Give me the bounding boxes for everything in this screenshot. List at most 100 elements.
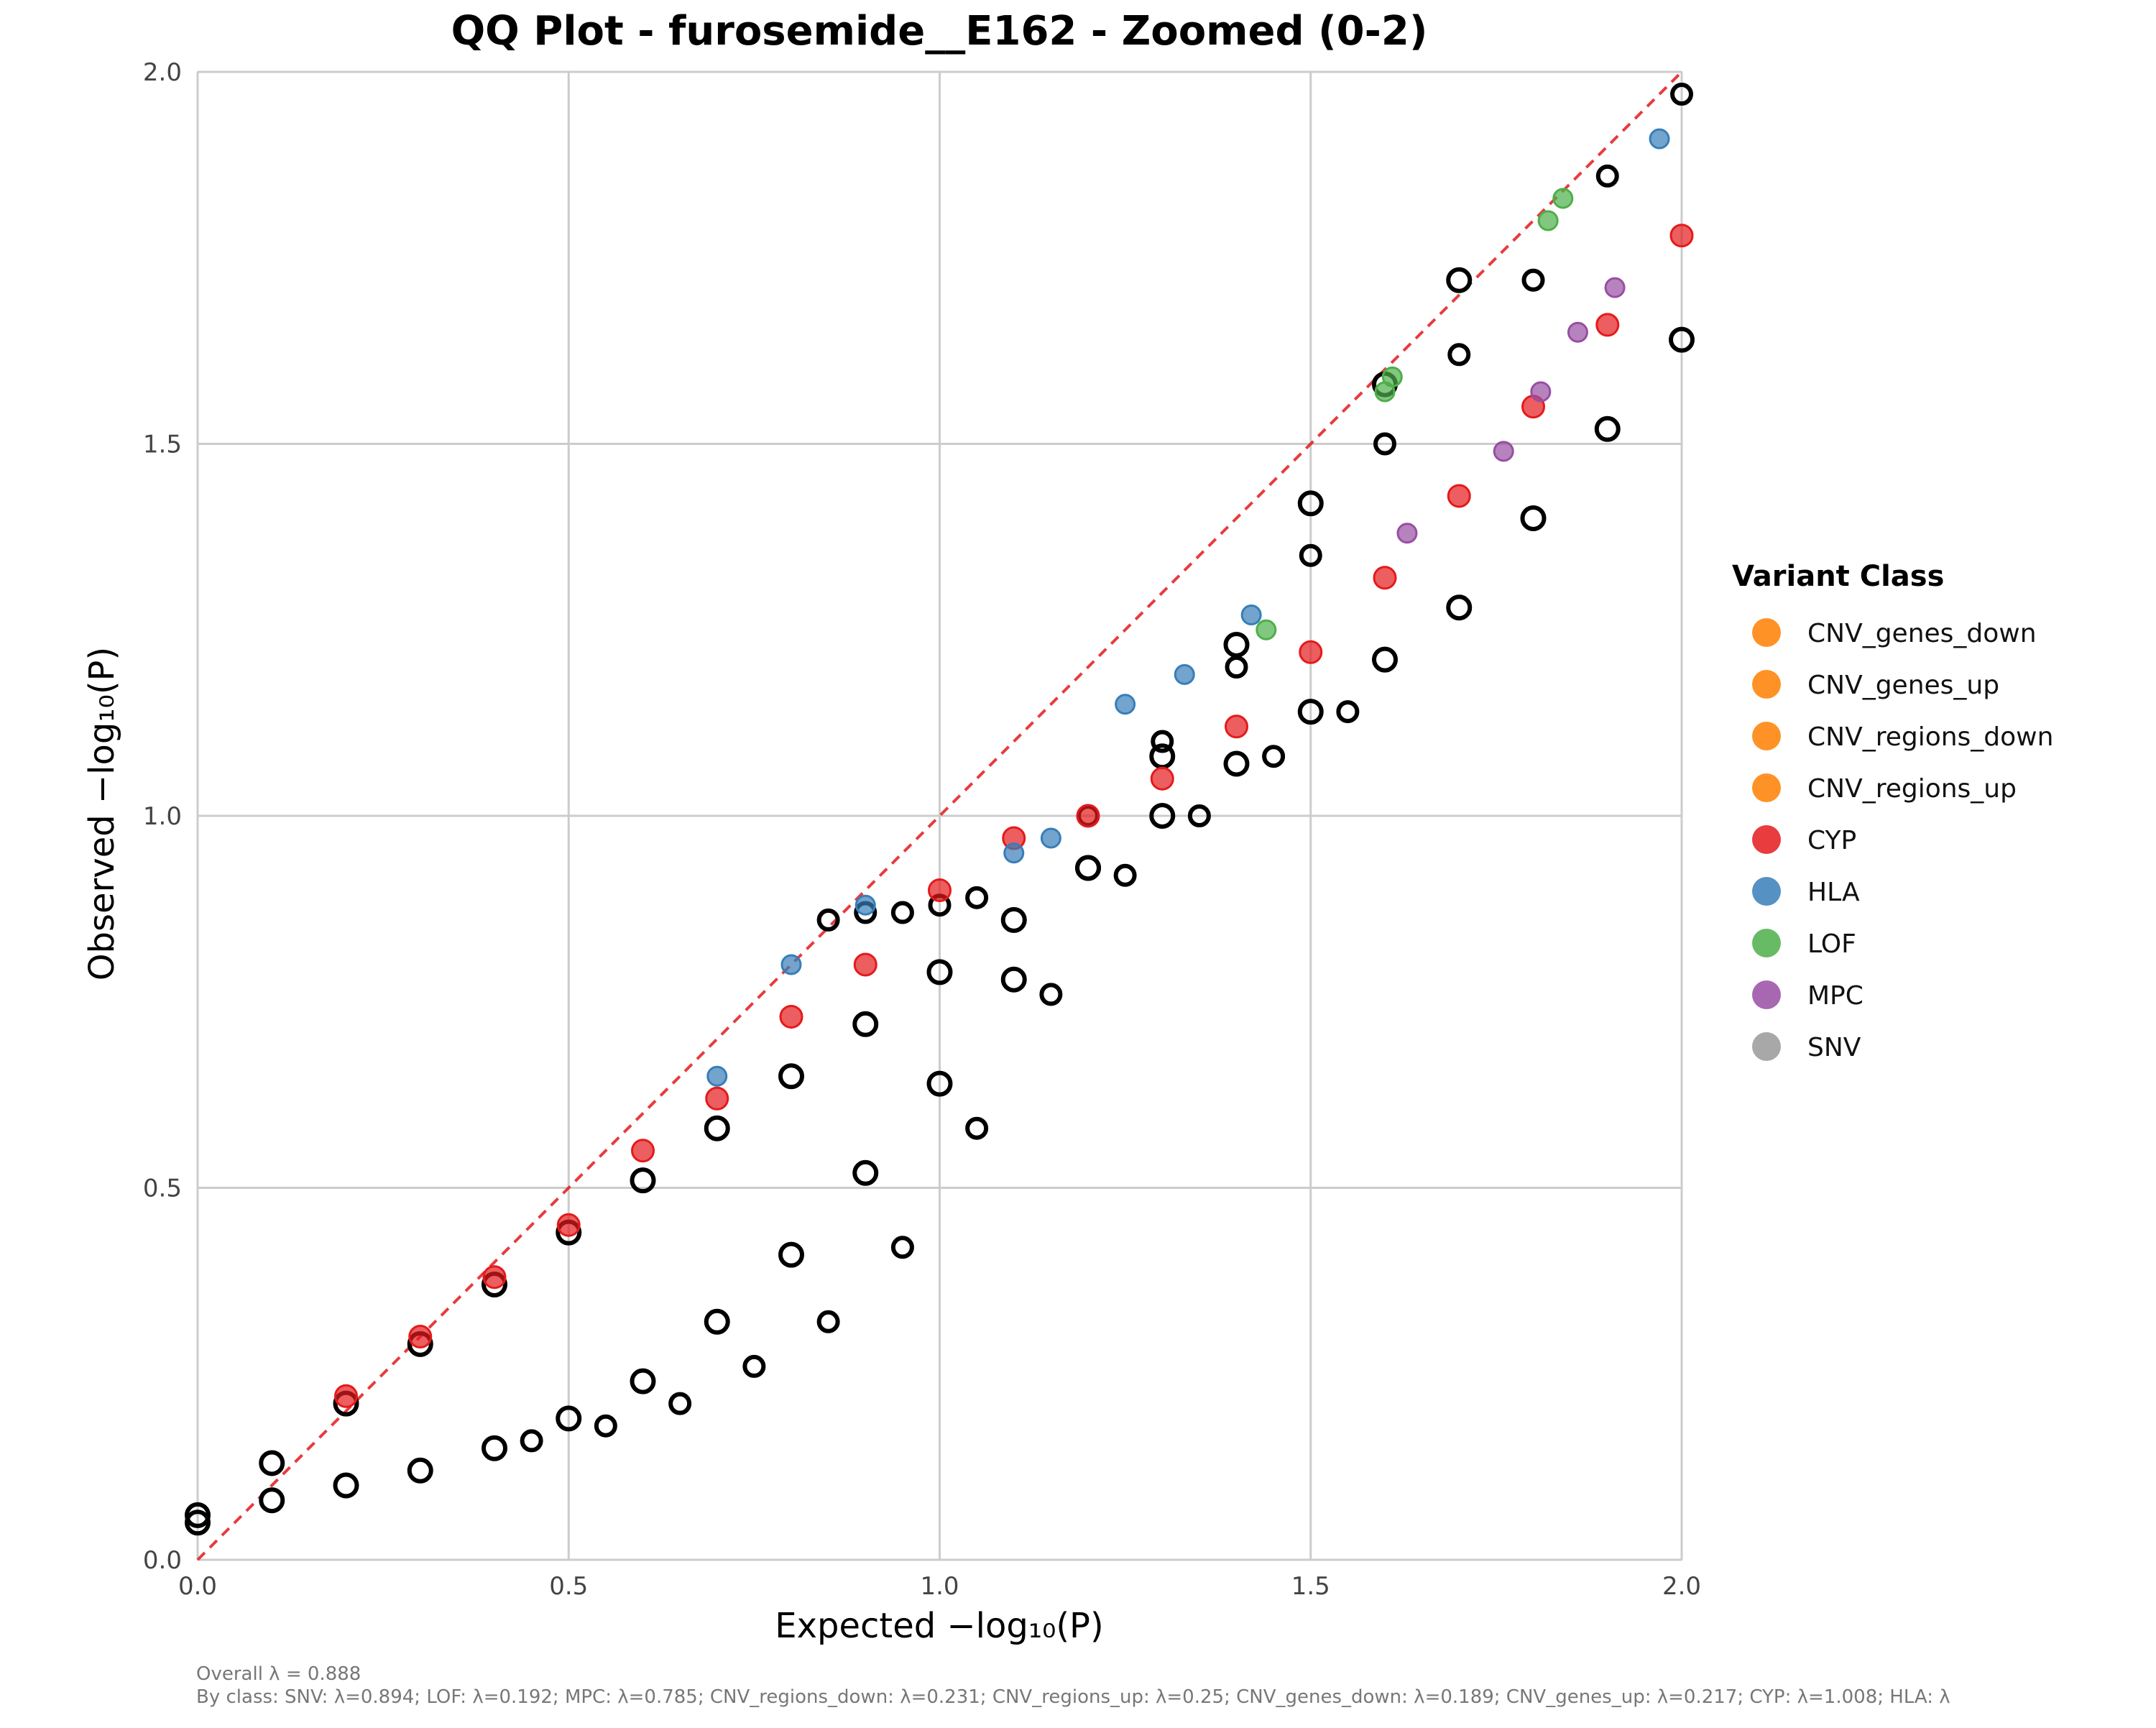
legend-swatch bbox=[1752, 670, 1781, 699]
data-point bbox=[630, 1167, 656, 1194]
data-point bbox=[1076, 804, 1100, 828]
data-point bbox=[926, 1070, 953, 1097]
legend-swatch bbox=[1752, 980, 1781, 1009]
data-point bbox=[1225, 714, 1248, 739]
data-point bbox=[333, 1472, 359, 1499]
data-point bbox=[1187, 804, 1211, 827]
x-tick-label: 0.0 bbox=[178, 1572, 217, 1601]
data-point bbox=[1446, 594, 1473, 621]
legend-label: LOF bbox=[1807, 929, 1856, 959]
data-point bbox=[1336, 700, 1360, 724]
data-point bbox=[852, 1011, 879, 1037]
legend-swatch bbox=[1752, 618, 1781, 647]
legend-swatch bbox=[1752, 1032, 1781, 1061]
data-point bbox=[1372, 646, 1398, 673]
data-point bbox=[1670, 83, 1693, 106]
data-point bbox=[1446, 267, 1473, 293]
plot-frame bbox=[197, 71, 1682, 1561]
data-point bbox=[1040, 827, 1061, 849]
data-point bbox=[1115, 694, 1136, 715]
series-CYP bbox=[334, 224, 1694, 1408]
data-point bbox=[1113, 863, 1137, 887]
y-tick-label: 0.0 bbox=[143, 1546, 182, 1575]
data-point bbox=[928, 878, 952, 902]
data-point bbox=[1373, 432, 1396, 456]
data-point bbox=[1000, 966, 1027, 993]
legend-label: CNV_genes_down bbox=[1807, 619, 2037, 648]
legend-label: CNV_regions_up bbox=[1807, 774, 2017, 804]
data-point bbox=[1174, 663, 1195, 685]
data-point bbox=[631, 1139, 655, 1163]
chart-title: QQ Plot - furosemide__E162 - Zoomed (0-2… bbox=[451, 8, 1428, 55]
legend-label: SNV bbox=[1807, 1033, 1861, 1062]
data-point bbox=[779, 1004, 803, 1029]
data-point bbox=[816, 908, 840, 932]
data-point bbox=[1537, 210, 1559, 231]
data-point bbox=[1604, 277, 1626, 298]
y-axis-ticks: 0.0 0.5 1.0 1.5 2.0 bbox=[143, 58, 182, 1575]
class-lambda-note: By class: SNV: λ=0.894; LOF: λ=0.192; MP… bbox=[196, 1686, 1950, 1708]
data-point bbox=[407, 1457, 433, 1484]
data-point bbox=[1003, 842, 1025, 864]
legend-label: MPC bbox=[1807, 981, 1864, 1011]
data-point bbox=[854, 894, 876, 916]
data-point bbox=[706, 1065, 728, 1087]
y-tick-label: 2.0 bbox=[143, 58, 182, 87]
data-point bbox=[1075, 855, 1101, 881]
data-point bbox=[482, 1435, 507, 1461]
series-CNV_regions_down bbox=[185, 267, 1473, 1528]
y-tick-label: 0.5 bbox=[143, 1175, 182, 1203]
data-point bbox=[1493, 441, 1514, 462]
legend-label: HLA bbox=[1807, 878, 1860, 907]
points-layer bbox=[185, 83, 1695, 1536]
data-point bbox=[1297, 490, 1324, 517]
x-tick-label: 2.0 bbox=[1662, 1572, 1701, 1601]
data-point bbox=[1373, 566, 1397, 590]
data-point bbox=[778, 1063, 804, 1090]
data-point bbox=[1595, 313, 1620, 337]
data-point bbox=[965, 886, 989, 909]
data-point bbox=[630, 1368, 656, 1394]
legend-swatch bbox=[1752, 929, 1781, 957]
data-point bbox=[1447, 484, 1471, 508]
data-point bbox=[1447, 343, 1471, 367]
data-point bbox=[704, 1115, 730, 1141]
reference-line-y-equals-x bbox=[196, 70, 1683, 1561]
data-point bbox=[1594, 415, 1621, 442]
data-point bbox=[853, 952, 877, 977]
data-point bbox=[1520, 505, 1547, 531]
legend-swatch bbox=[1752, 773, 1781, 802]
data-point bbox=[1530, 381, 1552, 403]
series-MPC bbox=[1396, 277, 1626, 544]
series-HLA bbox=[706, 128, 1670, 1087]
data-point bbox=[1552, 188, 1574, 209]
data-point bbox=[1299, 640, 1323, 664]
x-axis-ticks: 0.0 0.5 1.0 1.5 2.0 bbox=[178, 1572, 1701, 1601]
data-point bbox=[705, 1086, 729, 1111]
data-point bbox=[1521, 268, 1545, 292]
data-point bbox=[556, 1405, 582, 1432]
data-point bbox=[704, 1308, 730, 1335]
data-point bbox=[890, 901, 914, 924]
series-CNV_genes_down bbox=[1077, 83, 1693, 827]
data-point bbox=[1150, 766, 1174, 791]
data-point bbox=[334, 1384, 358, 1408]
data-point bbox=[890, 1236, 914, 1259]
data-point bbox=[1567, 321, 1588, 343]
x-axis-label: Expected −log₁₀(P) bbox=[775, 1606, 1103, 1646]
data-point bbox=[816, 1310, 840, 1333]
data-point bbox=[1240, 605, 1262, 626]
series-LOF bbox=[1256, 188, 1574, 640]
data-point bbox=[1256, 619, 1277, 640]
y-tick-label: 1.0 bbox=[143, 802, 182, 831]
data-point bbox=[780, 954, 802, 975]
data-point bbox=[482, 1265, 507, 1290]
data-point bbox=[668, 1392, 692, 1415]
data-point bbox=[1223, 750, 1250, 777]
data-point bbox=[185, 1502, 211, 1528]
data-point bbox=[1649, 128, 1670, 150]
data-point bbox=[408, 1325, 433, 1348]
y-axis-label: Observed −log₁₀(P) bbox=[82, 647, 122, 980]
data-point bbox=[520, 1429, 543, 1453]
